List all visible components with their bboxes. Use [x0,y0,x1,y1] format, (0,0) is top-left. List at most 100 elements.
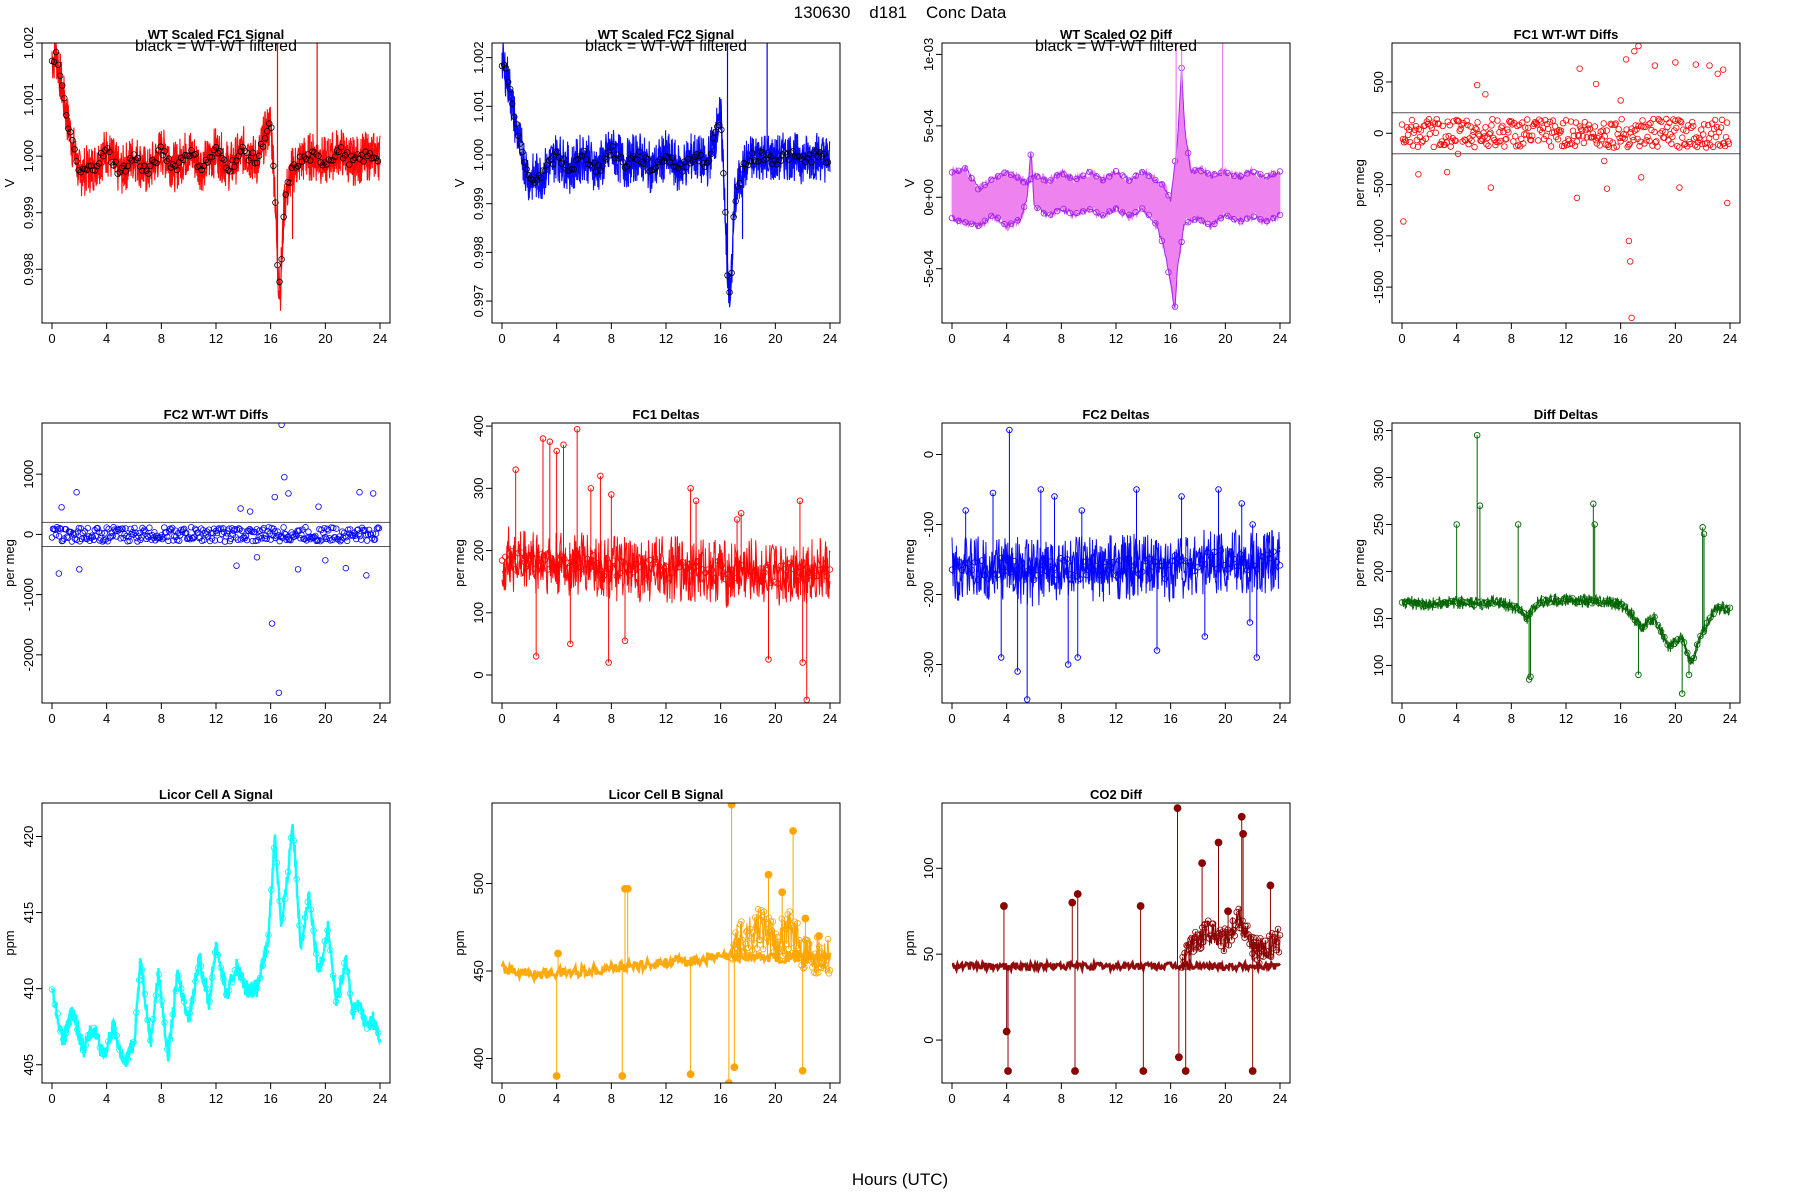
y-tick-label: 500 [471,873,486,895]
x-tick-label: 4 [553,331,560,346]
data-point [1275,949,1283,956]
x-tick-label: 4 [103,331,110,346]
data-point [1426,130,1434,138]
data-point [1678,119,1685,126]
y-tick-label: 50 [921,947,936,961]
data-point [1616,134,1623,142]
outlier-point [1454,150,1462,157]
spike-point [1635,671,1642,679]
data-point [339,528,346,535]
filtered-point [603,155,610,163]
chart-svg-p3: WT Scaled O2 Diff V 0 4 8 12 16 20 24 -5e-04 0e+00… [902,27,1291,346]
data-point [1569,127,1577,134]
data-point [1574,131,1582,139]
data-point [262,948,269,955]
y-axis-label-p10: ppm [452,930,467,955]
y-tick-label: 0.998 [471,236,486,269]
data-point [273,859,281,867]
filtered-point [718,126,725,133]
data-point [140,528,147,535]
filtered-point [787,149,795,156]
filtered-point [525,171,532,179]
filtered-point [280,213,287,221]
data-point [358,1007,365,1015]
data-point [1579,133,1587,140]
outlier-point [1672,59,1679,66]
filtered-point [282,191,289,198]
data-point [1690,122,1697,130]
panel-licor-b: Licor Cell B Signal ppm 0 4 8 12 16 20 24 400 450 5… [450,785,900,1150]
data-point [65,1020,73,1027]
filtered-point [358,151,365,159]
filtered-point [71,145,78,153]
spike-point [553,447,560,455]
data-point [220,528,228,536]
filtered-point [707,150,715,158]
data-point [329,972,337,979]
x-tick-label: 20 [318,711,332,726]
data-point [204,533,212,541]
data-point [197,962,205,970]
y-tick-label: 400 [471,415,486,437]
data-point [265,931,272,939]
data-point [1191,216,1198,223]
outlier-point [246,508,254,515]
data-point [1553,128,1561,135]
y-tick-label: -1000 [1371,219,1386,252]
filtered-point [161,148,168,155]
plot-frame [1391,42,1741,324]
spike-point [1249,521,1256,528]
data-point [1403,124,1411,131]
filtered-point [806,151,813,158]
spike-point [815,932,823,940]
filtered-point [75,166,82,174]
filtered-point [656,156,664,163]
filtered-point [777,157,784,165]
data-point [367,531,375,539]
data-point [1570,132,1578,140]
data-point [1276,168,1284,175]
y-axis-label-p4: per meg [1352,159,1367,207]
outlier-point [1415,171,1422,178]
filtered-point [689,157,696,164]
outlier-point [1692,61,1700,68]
data-point [1217,169,1225,177]
spike-point [801,914,810,923]
chart-svg-p6: FC1 Deltas per meg 0 4 8 12 16 20 24 0 100 200 300 40… [452,407,841,726]
spike-point [1473,431,1481,439]
data-point [1645,121,1652,128]
data-point [1499,122,1506,130]
chart-title-p10: Licor Cell B Signal [609,787,724,802]
series-line-p7 [951,529,1281,607]
data-point [955,167,962,175]
data-point [1592,597,1599,605]
data-point [1184,219,1192,226]
x-tick-label: 4 [1453,711,1460,726]
spike-point [1237,812,1246,821]
data-point [324,525,331,533]
data-point [1093,173,1100,180]
x-tick-label: 0 [1398,331,1405,346]
x-tick-label: 24 [823,331,837,346]
data-point [151,529,158,536]
data-point [249,537,256,545]
data-point [1139,168,1146,176]
data-point [1443,139,1450,146]
data-point [1640,123,1647,131]
filtered-point [118,164,125,171]
data-point [1447,143,1454,150]
data-point [1270,214,1277,222]
y-tick-label: 0.999 [471,187,486,220]
filtered-point [173,166,181,174]
data-point [135,976,143,984]
y-tick-label: 0.999 [21,196,36,229]
spike-point [989,489,997,497]
x-tick-label: 0 [948,331,955,346]
spike-point [1051,493,1058,500]
data-point [981,217,988,224]
data-point [1700,121,1708,128]
data-point [1691,135,1698,143]
spike-point [546,438,554,445]
outlier-point [1601,157,1608,165]
spike-point [1198,859,1207,868]
